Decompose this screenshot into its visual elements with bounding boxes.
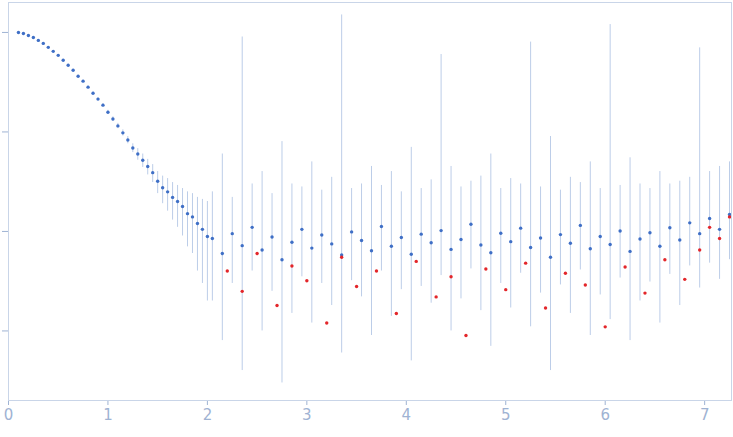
svg-text:0: 0 <box>4 406 14 424</box>
svg-text:7: 7 <box>700 406 710 424</box>
svg-text:3: 3 <box>302 406 312 424</box>
svg-text:2: 2 <box>203 406 213 424</box>
svg-text:5: 5 <box>501 406 511 424</box>
svg-text:4: 4 <box>402 406 412 424</box>
svg-text:6: 6 <box>600 406 610 424</box>
svg-text:1: 1 <box>103 406 113 424</box>
